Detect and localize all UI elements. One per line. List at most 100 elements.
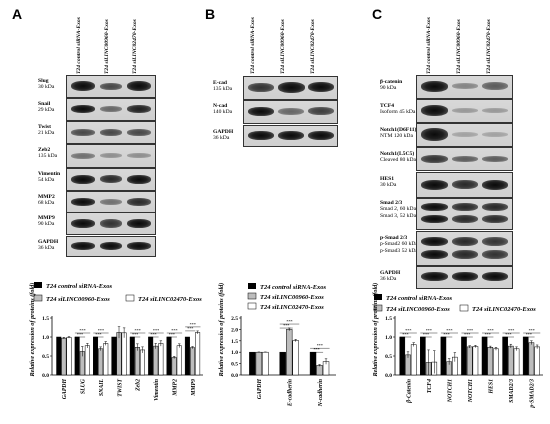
sig-marker-c: ***	[487, 328, 493, 333]
legend-b-si2470-swatch	[247, 302, 257, 310]
bar-c	[528, 342, 535, 376]
x-tick-label-c: β-Catenin	[406, 379, 412, 404]
blot-label-vimentin: Vimentin 54 kDa	[38, 171, 61, 184]
blot-zeb2	[66, 144, 156, 168]
sig-marker-a: ***	[95, 332, 101, 337]
bar-c	[420, 336, 426, 376]
legend-b-control-swatch	[248, 283, 256, 289]
sig-marker-a: ***	[187, 326, 193, 331]
panel-label-c: C	[372, 6, 383, 22]
blot-label-hes1: HES1 30 kDa	[380, 176, 397, 189]
legend-c-si2470-swatch	[459, 304, 469, 312]
blot-label-smad23: Smad 2/3 Smad 2, 60 kDa Smad 3, 52 kDa	[380, 200, 417, 219]
blot-label-gapdh-b: GAPDH 36 kDa	[213, 129, 234, 142]
x-tick-label-c: TCF4	[427, 379, 433, 393]
panel-label-a: A	[12, 6, 23, 22]
legend-a-si2470-swatch	[125, 294, 135, 302]
legend-b-si960-label: T24 siLINC00960-Exos	[260, 294, 324, 301]
x-tick-label-c: NOTCH1	[468, 379, 474, 403]
bar-a	[56, 336, 62, 376]
sig-marker-c: ***	[402, 332, 408, 337]
sig-marker-a: ***	[79, 328, 85, 333]
sig-marker-a: ***	[77, 332, 83, 337]
bar-c	[493, 348, 499, 376]
legend-a-control-label: T24 control siRNA-Exos	[46, 283, 113, 290]
legend-a: T24 control siRNA-Exos T24 siLINC00960-E…	[33, 282, 202, 303]
panel-label-b: B	[205, 6, 216, 22]
legend-b-control-label: T24 control siRNA-Exos	[260, 284, 327, 291]
blot-ecad	[243, 76, 338, 100]
x-tick-label-a: Zeb2	[136, 379, 142, 392]
y-tick-label-a: 1.5	[42, 316, 49, 322]
y-tick-label-c: 0.0	[385, 373, 392, 379]
bar-c	[440, 336, 447, 376]
sig-marker-c: ***	[446, 328, 452, 333]
legend-c-si960-swatch	[373, 304, 383, 312]
sig-marker-c: ***	[405, 328, 411, 333]
sig-marker-a: ***	[190, 322, 196, 327]
x-tick-label-c: SMAD2/3	[509, 379, 515, 403]
sig-marker-c: ***	[485, 332, 491, 337]
sig-marker-a: ***	[171, 328, 177, 333]
blot-mmp9	[66, 212, 156, 235]
blot-label-tcf4: TCF4 Isoform 45 kDa	[380, 103, 416, 116]
sig-marker-c: ***	[505, 332, 511, 337]
x-tick-label-c: HES1	[489, 379, 495, 395]
x-tick-label-c: NOTCH1	[447, 379, 453, 403]
y-tick-label-c: 0.5	[385, 354, 392, 360]
bar-c	[522, 336, 529, 376]
blot-snail	[66, 98, 156, 121]
y-tick-label-c: 1.5	[385, 316, 392, 322]
legend-c-si2470-label: T24 siLINC02470-Exos	[472, 306, 536, 313]
y-tick-label-a: 0.0	[42, 373, 49, 379]
blot-b-catenin	[416, 75, 513, 99]
legend-b-si2470-label: T24 siLINC02470-Exos	[260, 304, 324, 311]
blot-twist	[66, 121, 156, 144]
legend-b-si960-swatch	[247, 292, 257, 300]
blot-label-gapdh-a: GAPDH 36 kDa	[38, 239, 59, 252]
blot-label-p-smad23: p-Smad 2/3 p-Smad2 60 kDa p-Smad3 52 kDa	[380, 235, 418, 254]
blot-label-notch1-d6f11: Notch1(D6F11) NTM 120 kDa	[380, 127, 417, 140]
x-tick-label-b: GAPDH	[257, 379, 263, 400]
sig-marker-c: ***	[423, 332, 429, 337]
bar-c	[481, 336, 488, 376]
y-tick-label-a: 0.5	[42, 354, 49, 360]
sig-marker-a: ***	[169, 332, 175, 337]
blot-gapdh-c	[416, 266, 513, 289]
legend-a-control-swatch	[34, 282, 42, 288]
sig-marker-c: ***	[426, 328, 432, 333]
sig-marker-a: ***	[132, 332, 138, 337]
x-tick-label-a: SLUG	[81, 378, 87, 394]
bar-c	[534, 346, 540, 376]
x-tick-label-b: N-cadherin	[318, 379, 324, 407]
x-tick-label-a: SNAIL	[99, 379, 105, 397]
blot-label-gapdh-c: GAPDH 36 kDa	[380, 270, 401, 283]
bar-c	[410, 344, 417, 376]
x-tick-label-a: MMP9	[191, 379, 197, 397]
sig-marker-c: ***	[464, 332, 470, 337]
sig-marker-a: ***	[135, 328, 141, 333]
blot-label-b-catenin: β-catenin 90 kDa	[380, 79, 403, 92]
sig-marker-c: ***	[508, 328, 514, 333]
blot-label-mmp9: MMP9 90 kDa	[38, 215, 55, 228]
blot-smad23	[416, 198, 513, 230]
blot-notch1-l5c5	[416, 147, 513, 171]
blot-label-notch1-l5c5: Notch1(L5C5) Cleaved 80 kDa	[380, 151, 417, 164]
y-tick-label-b: 0.0	[231, 373, 238, 379]
blot-slug	[66, 75, 156, 98]
blot-hes1	[416, 172, 513, 198]
blot-p-smad23	[416, 231, 513, 266]
sig-marker-c: ***	[443, 332, 449, 337]
sig-marker-c: ***	[526, 332, 532, 337]
sig-marker-b: ***	[286, 319, 292, 324]
legend-b: T24 control siRNA-Exos T24 siLINC00960-E…	[247, 283, 327, 311]
sig-marker-b: ***	[317, 343, 323, 348]
bar-b	[279, 351, 286, 376]
blot-tcf4	[416, 99, 513, 123]
sig-marker-b: ***	[283, 323, 289, 328]
blot-label-ecad: E-cad 135 kDa	[213, 80, 233, 93]
x-tick-label-a: GAPDH	[62, 379, 68, 400]
